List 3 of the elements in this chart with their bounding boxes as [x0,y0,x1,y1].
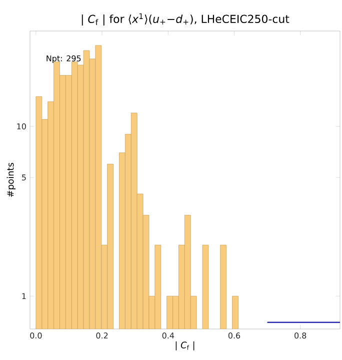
y-axis-title: #points [6,162,16,197]
chart-title: | C$_{f}$ | for ⟨x$^{1}$⟩(u$_{+}$−d$_{+}$), LHeCEIC250-cut [82,13,290,26]
x-axis-title: | C$_{f}$ | [176,341,194,350]
